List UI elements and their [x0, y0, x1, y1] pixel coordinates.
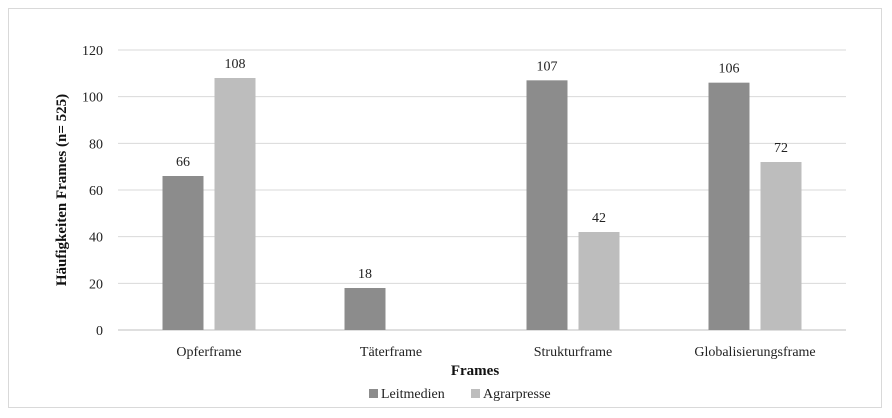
bar-leitmedien-globalisierungsframe	[708, 82, 750, 331]
category-label: Täterframe	[360, 345, 422, 360]
data-label: 66	[176, 155, 190, 170]
y-tick-label: 40	[89, 231, 103, 246]
y-tick-label: 80	[89, 137, 103, 152]
y-tick-label: 120	[82, 44, 103, 59]
bar-agrarpresse-globalisierungsframe	[760, 162, 802, 330]
bar-leitmedien-strukturframe	[526, 80, 568, 330]
data-label: 107	[537, 59, 558, 74]
bar-leitmedien-opferframe	[162, 176, 204, 330]
y-tick-labels: 0 20 40 60 80 100 120	[82, 44, 103, 339]
legend: Leitmedien Agrarpresse	[369, 387, 551, 402]
data-label: 108	[225, 57, 246, 72]
legend-label: Leitmedien	[381, 387, 445, 402]
data-label: 18	[358, 267, 372, 282]
data-label: 72	[774, 141, 788, 156]
category-label: Strukturframe	[534, 345, 613, 360]
data-labels: 66 108 18 107 42 106 72	[176, 57, 788, 282]
y-tick-label: 100	[82, 91, 103, 106]
data-label: 106	[719, 62, 740, 77]
category-label: Globalisierungsframe	[694, 345, 815, 360]
y-tick-label: 0	[96, 324, 103, 339]
y-axis-title: Häufigkeiten Frames (n= 525)	[54, 94, 70, 286]
bar-agrarpresse-strukturframe	[578, 232, 620, 330]
legend-label: Agrarpresse	[483, 387, 551, 402]
bars	[162, 78, 802, 331]
x-axis-title: Frames	[451, 363, 499, 379]
legend-swatch	[369, 389, 378, 398]
data-label: 42	[592, 211, 606, 226]
category-label: Opferframe	[176, 345, 241, 360]
y-tick-label: 20	[89, 277, 103, 292]
category-labels: Opferframe Täterframe Strukturframe Globali…	[176, 345, 815, 360]
bar-leitmedien-täterframe	[344, 288, 386, 330]
bar-agrarpresse-opferframe	[214, 78, 256, 330]
y-tick-label: 60	[89, 184, 103, 199]
legend-swatch	[471, 389, 480, 398]
